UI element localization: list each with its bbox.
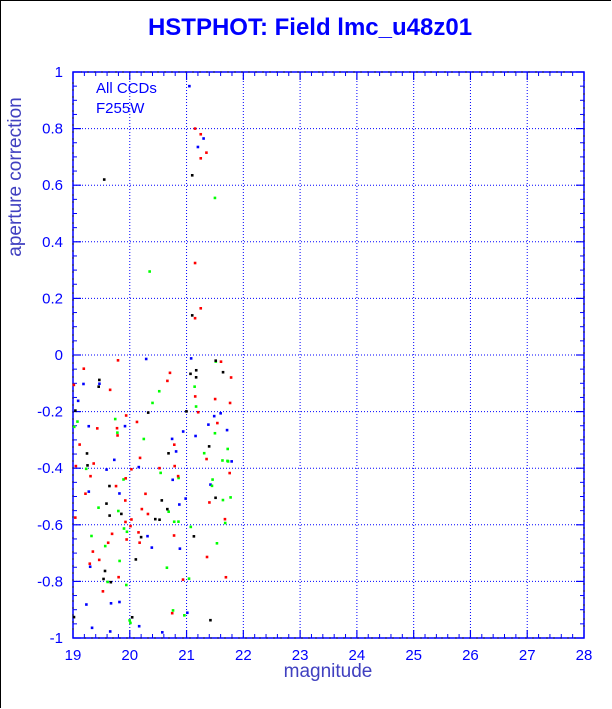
svg-text:aperture correction: aperture correction	[5, 97, 26, 256]
svg-text:-0.8: -0.8	[37, 573, 63, 590]
svg-text:0: 0	[55, 347, 63, 364]
svg-text:28: 28	[576, 647, 593, 664]
svg-text:-0.2: -0.2	[37, 404, 63, 421]
svg-text:19: 19	[65, 647, 82, 664]
svg-text:-0.6: -0.6	[37, 517, 63, 534]
svg-text:21: 21	[178, 647, 195, 664]
svg-text:All CCDs: All CCDs	[96, 80, 157, 97]
svg-text:26: 26	[462, 647, 479, 664]
svg-text:0.2: 0.2	[42, 290, 63, 307]
svg-text:0.8: 0.8	[42, 121, 63, 138]
svg-text:20: 20	[121, 647, 138, 664]
svg-text:27: 27	[519, 647, 536, 664]
svg-text:22: 22	[235, 647, 252, 664]
svg-text:0.6: 0.6	[42, 177, 63, 194]
svg-text:magnitude: magnitude	[284, 661, 373, 682]
svg-text:-0.4: -0.4	[37, 460, 63, 477]
svg-text:HSTPHOT: Field lmc_u48z01: HSTPHOT: Field lmc_u48z01	[148, 14, 472, 41]
svg-text:25: 25	[405, 647, 422, 664]
svg-text:-1: -1	[50, 630, 63, 647]
svg-text:F255W: F255W	[96, 100, 145, 117]
svg-text:1: 1	[55, 64, 63, 81]
svg-text:0.4: 0.4	[42, 234, 63, 251]
